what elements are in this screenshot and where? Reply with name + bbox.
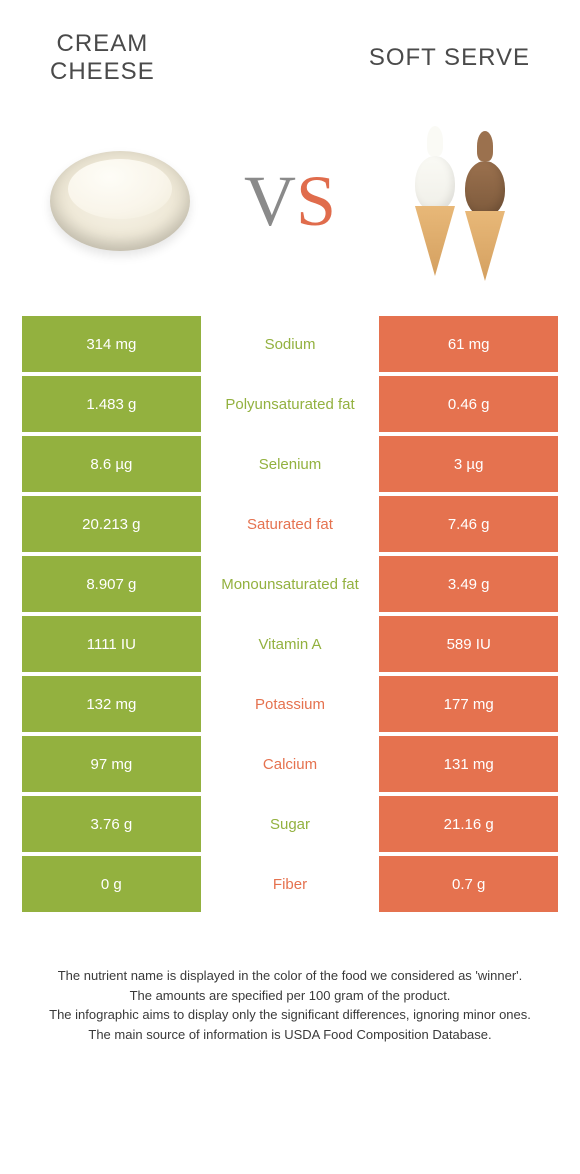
table-row: 314 mgSodium61 mg: [22, 316, 558, 372]
value-left: 314 mg: [22, 316, 201, 372]
nutrient-label: Saturated fat: [201, 496, 380, 552]
value-right: 0.7 g: [379, 856, 558, 912]
value-right: 7.46 g: [379, 496, 558, 552]
value-left: 20.213 g: [22, 496, 201, 552]
footer-line: The main source of information is USDA F…: [30, 1025, 550, 1045]
value-left: 97 mg: [22, 736, 201, 792]
table-row: 132 mgPotassium177 mg: [22, 676, 558, 732]
footer-notes: The nutrient name is displayed in the co…: [0, 916, 580, 1044]
footer-line: The amounts are specified per 100 gram o…: [30, 986, 550, 1006]
image-row: VS: [0, 96, 580, 316]
table-row: 20.213 gSaturated fat7.46 g: [22, 496, 558, 552]
value-right: 3.49 g: [379, 556, 558, 612]
title-line: Cream: [50, 30, 155, 58]
value-left: 1111 IU: [22, 616, 201, 672]
value-right: 131 mg: [379, 736, 558, 792]
table-row: 0 gFiber0.7 g: [22, 856, 558, 912]
vs-label: VS: [244, 160, 336, 243]
value-left: 0 g: [22, 856, 201, 912]
value-right: 21.16 g: [379, 796, 558, 852]
value-left: 8.907 g: [22, 556, 201, 612]
nutrient-label: Selenium: [201, 436, 380, 492]
footer-line: The nutrient name is displayed in the co…: [30, 966, 550, 986]
nutrient-label: Vitamin A: [201, 616, 380, 672]
table-row: 3.76 gSugar21.16 g: [22, 796, 558, 852]
value-right: 61 mg: [379, 316, 558, 372]
food-right-title: Soft serve: [369, 30, 530, 86]
nutrient-label: Polyunsaturated fat: [201, 376, 380, 432]
soft-serve-illustration: [380, 121, 540, 281]
table-row: 8.6 µgSelenium3 µg: [22, 436, 558, 492]
nutrient-label: Sodium: [201, 316, 380, 372]
table-row: 1111 IUVitamin A589 IU: [22, 616, 558, 672]
vs-v: V: [244, 161, 296, 241]
comparison-table: 314 mgSodium61 mg1.483 gPolyunsaturated …: [0, 316, 580, 912]
value-right: 589 IU: [379, 616, 558, 672]
nutrient-label: Sugar: [201, 796, 380, 852]
nutrient-label: Potassium: [201, 676, 380, 732]
footer-line: The infographic aims to display only the…: [30, 1005, 550, 1025]
nutrient-label: Calcium: [201, 736, 380, 792]
header-row: Cream cheese Soft serve: [0, 0, 580, 96]
value-right: 3 µg: [379, 436, 558, 492]
table-row: 97 mgCalcium131 mg: [22, 736, 558, 792]
cream-cheese-illustration: [40, 121, 200, 281]
value-left: 132 mg: [22, 676, 201, 732]
vs-s: S: [296, 161, 336, 241]
table-row: 8.907 gMonounsaturated fat3.49 g: [22, 556, 558, 612]
food-left-title: Cream cheese: [50, 30, 155, 86]
value-right: 0.46 g: [379, 376, 558, 432]
value-right: 177 mg: [379, 676, 558, 732]
value-left: 3.76 g: [22, 796, 201, 852]
value-left: 1.483 g: [22, 376, 201, 432]
title-line: cheese: [50, 58, 155, 86]
value-left: 8.6 µg: [22, 436, 201, 492]
table-row: 1.483 gPolyunsaturated fat0.46 g: [22, 376, 558, 432]
nutrient-label: Monounsaturated fat: [201, 556, 380, 612]
nutrient-label: Fiber: [201, 856, 380, 912]
